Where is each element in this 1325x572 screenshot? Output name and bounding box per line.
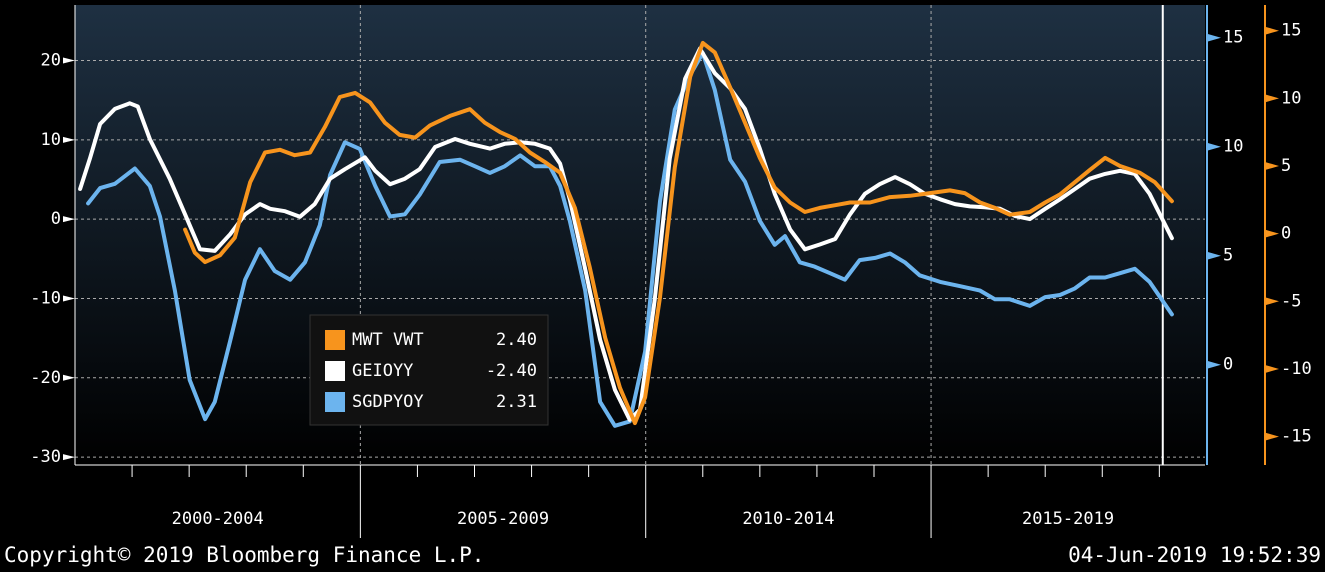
- y3-tick: [1265, 364, 1279, 373]
- y3-tick: [1265, 94, 1279, 103]
- y3-tick: [1265, 297, 1279, 306]
- legend-name: GEIOYY: [352, 361, 413, 381]
- y3-tick-label: -15: [1281, 427, 1312, 447]
- y3-tick-label: 5: [1281, 156, 1291, 176]
- y2-tick: [1207, 360, 1221, 369]
- legend-name: MWT VWT: [352, 330, 424, 350]
- y-tick-label: 0: [51, 209, 61, 229]
- legend-box: [309, 314, 549, 426]
- y-tick-label: 20: [41, 51, 61, 71]
- y-tick-label: -30: [30, 447, 61, 467]
- legend-swatch: [325, 361, 345, 381]
- y3-tick-label: -10: [1281, 359, 1312, 379]
- footer-left: Copyright© 2019 Bloomberg Finance L.P.: [4, 543, 484, 567]
- x-period-label: 2010-2014: [742, 509, 834, 529]
- y2-tick: [1207, 33, 1221, 42]
- y2-tick: [1207, 251, 1221, 260]
- y-tick: [63, 374, 75, 381]
- y-tick: [63, 216, 75, 223]
- y-tick: [63, 136, 75, 143]
- y3-tick-label: 15: [1281, 21, 1301, 41]
- x-period-label: 2015-2019: [1022, 509, 1114, 529]
- y-tick: [63, 295, 75, 302]
- x-period-label: 2000-2004: [172, 509, 264, 529]
- y-tick-label: 10: [41, 130, 61, 150]
- y-tick-label: -20: [30, 368, 61, 388]
- y2-tick-label: 0: [1223, 355, 1233, 375]
- y2-tick-label: 5: [1223, 246, 1233, 266]
- y2-tick-label: 10: [1223, 137, 1243, 157]
- y3-tick-label: -5: [1281, 291, 1301, 311]
- x-period-label: 2005-2009: [457, 509, 549, 529]
- y-tick: [63, 454, 75, 461]
- legend-name: SGDPYOY: [352, 392, 424, 412]
- legend-value: -2.40: [486, 361, 537, 381]
- y3-tick: [1265, 26, 1279, 35]
- y2-tick-label: 15: [1223, 28, 1243, 48]
- y-tick: [63, 57, 75, 64]
- y2-tick: [1207, 142, 1221, 151]
- y3-tick-label: 0: [1281, 224, 1291, 244]
- y3-tick-label: 10: [1281, 88, 1301, 108]
- footer-right: 04-Jun-2019 19:52:39: [1068, 543, 1321, 567]
- series-line: [183, 40, 1174, 426]
- legend: MWT VWT 2.40 GEIOYY -2.40 SGDPYOY 2.31: [309, 314, 549, 426]
- legend-swatch: [325, 330, 345, 350]
- plot-area: [75, 5, 1205, 465]
- y3-tick: [1265, 432, 1279, 441]
- legend-value: 2.40: [496, 330, 537, 350]
- series-line: [86, 51, 1174, 428]
- y3-tick: [1265, 229, 1279, 238]
- y-tick-label: -10: [30, 288, 61, 308]
- legend-value: 2.31: [496, 392, 537, 412]
- legend-swatch: [325, 392, 345, 412]
- y3-tick: [1265, 162, 1279, 170]
